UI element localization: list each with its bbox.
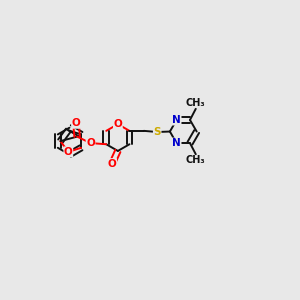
Text: O: O	[72, 118, 80, 128]
Text: N: N	[172, 115, 181, 125]
Text: O: O	[86, 138, 95, 148]
Text: CH₃: CH₃	[186, 98, 206, 108]
Text: O: O	[113, 119, 122, 129]
Text: N: N	[172, 138, 181, 148]
Text: O: O	[108, 159, 116, 169]
Text: O: O	[64, 147, 73, 157]
Text: CH₃: CH₃	[186, 155, 206, 165]
Text: S: S	[153, 127, 161, 137]
